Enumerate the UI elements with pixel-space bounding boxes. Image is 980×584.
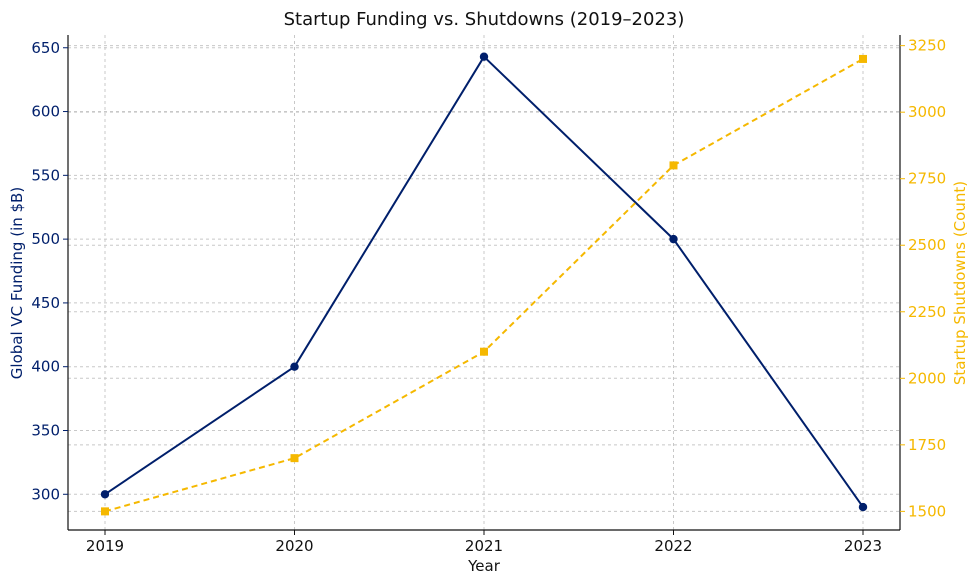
grid-lines	[68, 35, 900, 530]
series-markers	[100, 52, 868, 516]
data-point-circle	[100, 490, 110, 499]
y-tick-label-left: 600	[31, 103, 60, 121]
data-point-circle	[858, 502, 868, 512]
x-tick-label: 2019	[86, 537, 124, 555]
x-tick-label: 2021	[465, 537, 503, 555]
data-point-circle	[479, 52, 489, 61]
y-tick-label-right: 2750	[908, 170, 946, 188]
y-tick-label-right: 2000	[908, 369, 946, 387]
y-tick-label-left: 650	[31, 39, 60, 57]
data-point-square	[480, 347, 488, 356]
data-point-square	[290, 454, 299, 463]
x-tick-label: 2023	[844, 537, 882, 555]
x-tick-label: 2020	[275, 537, 313, 555]
y-tick-label-right: 1500	[908, 502, 946, 520]
y-tick-label-left: 300	[31, 485, 60, 503]
data-point-square	[101, 507, 109, 516]
y-tick-label-left: 500	[31, 230, 60, 248]
y-axis-left-label: Global VC Funding (in $B)	[8, 187, 26, 379]
y-tick-label-left: 350	[31, 421, 60, 439]
y-tick-label-right: 3000	[908, 103, 946, 121]
chart-title: Startup Funding vs. Shutdowns (2019–2023…	[284, 9, 685, 30]
y-tick-label-right: 2250	[908, 303, 946, 321]
y-tick-label-left: 450	[31, 294, 60, 312]
x-axis-label: Year	[467, 557, 501, 575]
y-tick-label-right: 1750	[908, 436, 946, 454]
data-point-circle	[669, 234, 678, 244]
y-tick-label-right: 2500	[908, 236, 946, 254]
data-point-square	[669, 161, 678, 170]
x-tick-label: 2022	[654, 537, 692, 555]
y-tick-label-left: 550	[31, 166, 60, 184]
y-axis-right-label: Startup Shutdowns (Count)	[951, 181, 969, 385]
y-tick-label-left: 400	[31, 358, 60, 376]
y-tick-label-right: 3250	[908, 37, 946, 55]
tick-labels: 2019 2020 2021 2022 2023 300 350 400 450 500 550 60…	[31, 37, 946, 555]
data-point-square	[859, 54, 867, 63]
data-point-circle	[290, 362, 299, 371]
